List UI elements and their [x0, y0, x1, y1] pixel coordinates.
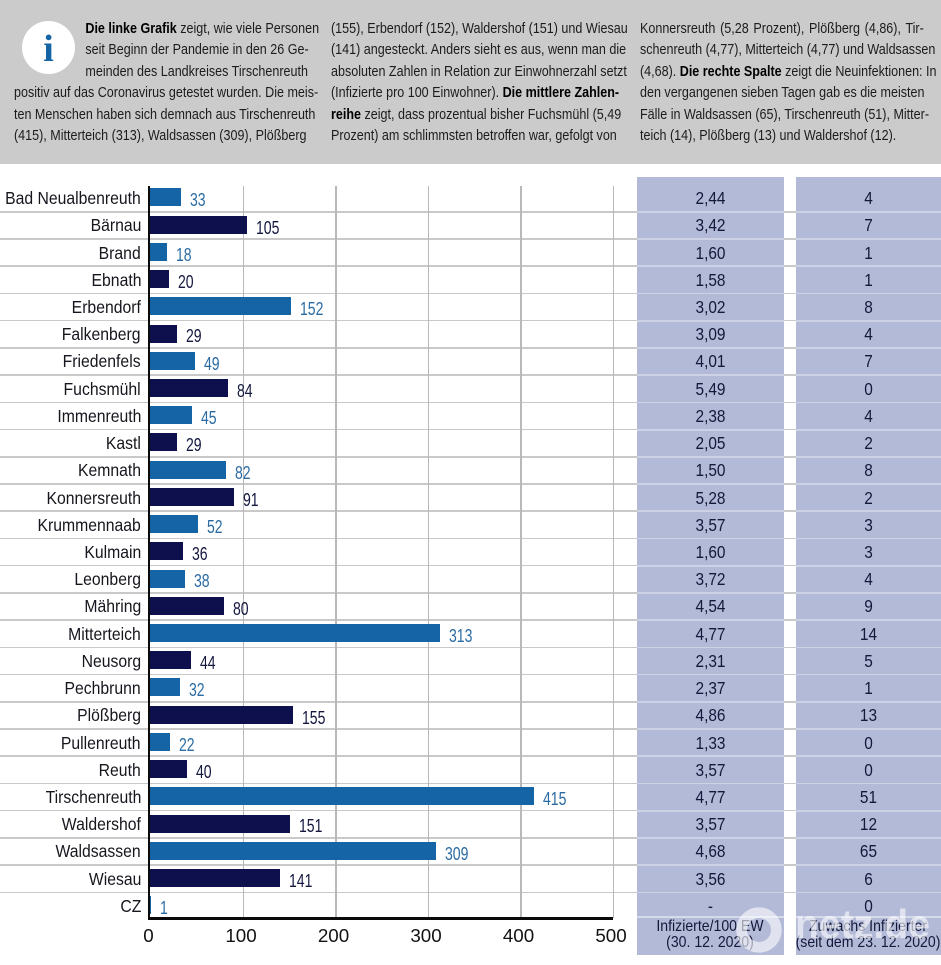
svg-text:netz.de: netz.de [795, 901, 930, 947]
